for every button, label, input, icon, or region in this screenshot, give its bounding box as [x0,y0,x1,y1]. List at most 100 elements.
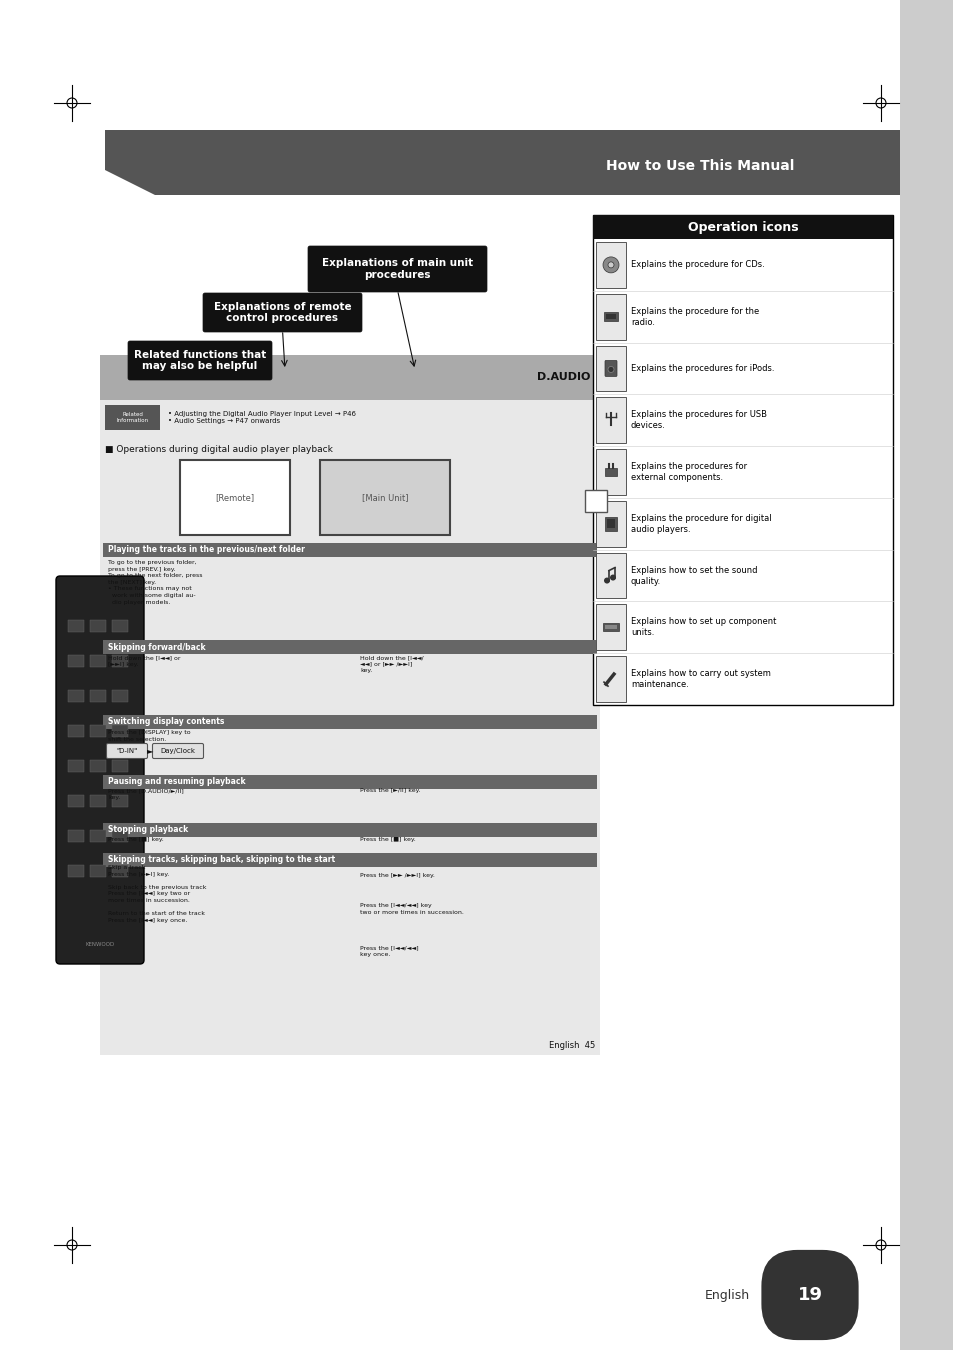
Text: Explains the procedure for digital
audio players.: Explains the procedure for digital audio… [630,514,771,533]
Bar [103,543,597,558]
Text: Day/Clock: Day/Clock [160,748,195,755]
Bar [593,215,892,705]
FancyBboxPatch shape [56,576,144,964]
Text: Explains how to set the sound
quality.: Explains how to set the sound quality. [630,566,757,586]
Bar [68,760,84,772]
Text: Explains how to set up component
units.: Explains how to set up component units. [630,617,776,637]
Text: ►: ► [147,747,153,756]
Bar [603,312,618,321]
Text: Related
Information: Related Information [116,412,149,423]
Text: Press the [►► /►►I] key.: Press the [►► /►►I] key. [359,873,435,878]
Text: Press the [I◄◄/◄◄] key
two or more times in succession.: Press the [I◄◄/◄◄] key two or more times… [359,903,463,914]
Text: Explanations of main unit
procedures: Explanations of main unit procedures [321,258,473,279]
Text: 19: 19 [797,1287,821,1304]
FancyBboxPatch shape [203,293,361,332]
Bar [103,824,597,837]
Bar [112,725,128,737]
Bar [319,460,450,535]
Text: Pausing and resuming playback: Pausing and resuming playback [108,778,245,787]
Bar [112,760,128,772]
Bar [605,313,616,319]
Text: Press the [D.AUDIO/►/II]
key.: Press the [D.AUDIO/►/II] key. [108,788,184,799]
Text: Switching display contents: Switching display contents [108,717,224,726]
Bar [112,795,128,807]
Bar [602,624,618,632]
Bar [68,655,84,667]
Text: Press the [DISPLAY] key to
shift the selection.: Press the [DISPLAY] key to shift the sel… [108,730,191,741]
Text: [Main Unit]: [Main Unit] [361,493,408,502]
Circle shape [609,575,616,580]
Text: English: English [704,1288,749,1301]
Text: Related functions that
may also be helpful: Related functions that may also be helpf… [133,350,266,371]
Bar [596,501,625,547]
Bar [604,625,617,629]
Bar [105,405,160,431]
Text: Skipping tracks, skipping back, skipping to the start: Skipping tracks, skipping back, skipping… [108,856,335,864]
Text: Press the [■] key.: Press the [■] key. [108,837,164,842]
Bar [90,620,106,632]
Bar [90,690,106,702]
Circle shape [607,366,614,373]
Bar [596,552,625,598]
Bar [90,655,106,667]
Bar [596,605,625,651]
Text: KENWOOD: KENWOOD [85,942,114,948]
Bar [606,518,615,528]
Bar [90,795,106,807]
Bar [899,0,953,1350]
Text: Explains the procedures for iPods.: Explains the procedures for iPods. [630,364,774,373]
Bar [112,830,128,842]
Bar [68,620,84,632]
Text: • Adjusting the Digital Audio Player Input Level → P46
• Audio Settings → P47 on: • Adjusting the Digital Audio Player Inp… [168,410,355,424]
Bar [596,294,625,340]
Text: Stopping playback: Stopping playback [108,825,188,834]
Text: Playing the tracks in the previous/next folder: Playing the tracks in the previous/next … [108,545,305,555]
FancyBboxPatch shape [604,360,617,377]
Bar [112,620,128,632]
Text: Hold down the [I◄◄/
◄◄] or [►► /►►I]
key.: Hold down the [I◄◄/ ◄◄] or [►► /►►I] key… [359,655,423,674]
Bar [604,468,617,477]
Bar [593,215,892,239]
Bar [68,830,84,842]
Text: Press the [►/II] key.: Press the [►/II] key. [359,788,420,792]
Bar [112,655,128,667]
Bar [112,865,128,878]
Bar [103,853,597,867]
Text: Explains the procedure for the
radio.: Explains the procedure for the radio. [630,306,759,327]
FancyBboxPatch shape [107,744,148,759]
Bar [90,865,106,878]
FancyBboxPatch shape [128,342,272,379]
Bar [180,460,290,535]
Bar [68,725,84,737]
Text: Explains the procedures for USB
devices.: Explains the procedures for USB devices. [630,410,766,431]
Bar [596,656,625,702]
Bar [68,795,84,807]
Bar [100,355,599,1054]
Text: Press the [I◄◄/◄◄]
key once.: Press the [I◄◄/◄◄] key once. [359,945,418,957]
Bar [604,517,617,531]
Text: Skip a track
Press the [►►I] key.

Skip back to the previous track
Press the [I◄: Skip a track Press the [►►I] key. Skip b… [108,865,206,923]
Text: English  45: English 45 [548,1041,595,1050]
Bar [596,450,625,495]
Text: Operation icons: Operation icons [687,220,798,234]
FancyBboxPatch shape [308,246,486,292]
Bar [103,640,597,653]
Bar [90,725,106,737]
Text: Press the [■] key.: Press the [■] key. [359,837,416,842]
Text: Skipping forward/back: Skipping forward/back [108,643,206,652]
Bar [68,865,84,878]
Text: Explains the procedures for
external components.: Explains the procedures for external com… [630,462,746,482]
Text: Explains the procedure for CDs.: Explains the procedure for CDs. [630,261,764,270]
Polygon shape [105,130,899,194]
Circle shape [602,256,618,273]
Bar [103,775,597,788]
Text: How to Use This Manual: How to Use This Manual [605,158,793,173]
Bar [103,716,597,729]
Bar [112,690,128,702]
Bar [68,690,84,702]
Circle shape [607,262,614,267]
Bar [90,830,106,842]
Text: [Remote]: [Remote] [215,493,254,502]
Text: ■ Operations during digital audio player playback: ■ Operations during digital audio player… [105,446,333,454]
FancyBboxPatch shape [152,744,203,759]
